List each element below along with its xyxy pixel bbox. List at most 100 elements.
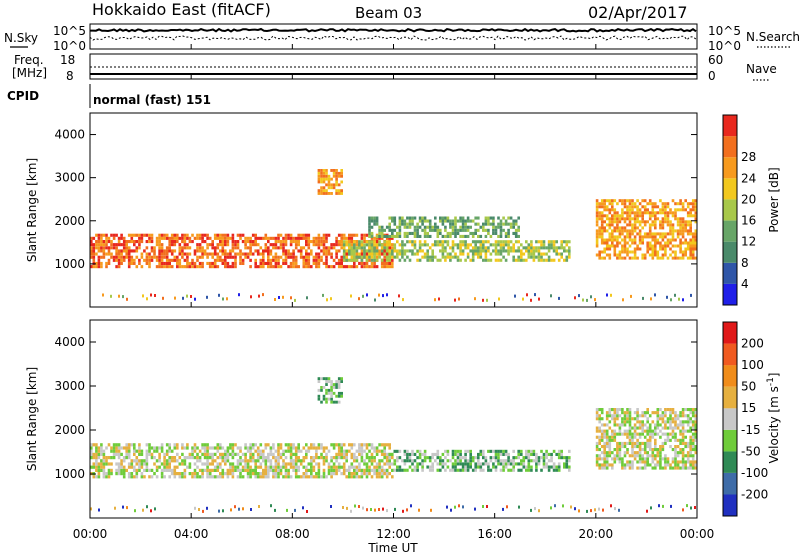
heat-cell xyxy=(284,449,288,453)
heat-cell xyxy=(623,244,627,248)
heat-cell xyxy=(423,231,427,235)
heat-cell xyxy=(391,452,394,456)
heat-cell xyxy=(282,236,285,240)
heat-cell xyxy=(398,243,402,247)
heat-cell xyxy=(107,472,111,476)
heat-cell xyxy=(388,261,391,265)
heat-cell xyxy=(608,454,612,458)
heat-cell xyxy=(638,423,642,427)
heat-cell xyxy=(317,243,321,247)
heat-cell xyxy=(681,435,685,439)
heat-cell xyxy=(498,297,500,301)
heat-cell xyxy=(694,423,698,427)
colorbar-tick-label: 20 xyxy=(741,192,756,206)
heat-cell xyxy=(626,223,629,227)
heat-cell xyxy=(219,446,222,450)
heat-cell xyxy=(348,246,351,250)
heat-cell xyxy=(117,462,121,466)
heat-cell xyxy=(413,252,417,256)
heat-cell xyxy=(110,252,113,256)
heat-cell xyxy=(186,294,188,298)
heat-cell xyxy=(497,234,500,238)
heat-cell xyxy=(694,211,698,215)
heat-cell xyxy=(689,253,692,257)
heat-cell xyxy=(188,452,192,456)
heat-cell xyxy=(183,252,187,256)
heat-cell xyxy=(117,243,121,247)
heat-cell xyxy=(477,459,480,463)
heat-cell xyxy=(216,243,220,247)
heat-cell xyxy=(656,238,660,242)
heat-cell xyxy=(193,472,197,476)
heat-cell xyxy=(107,246,111,250)
heat-cell xyxy=(249,443,252,447)
heat-cell xyxy=(651,232,655,236)
heat-cell xyxy=(487,249,490,253)
heat-cell xyxy=(681,232,685,236)
heat-cell xyxy=(525,258,528,262)
heat-cell xyxy=(148,233,151,237)
heat-cell xyxy=(520,255,523,259)
heat-cell xyxy=(423,216,427,220)
heat-cell xyxy=(340,394,343,398)
heat-cell xyxy=(628,256,632,260)
heat-cell xyxy=(150,240,154,244)
heat-cell xyxy=(120,236,123,240)
heat-cell xyxy=(689,214,692,218)
heat-cell xyxy=(345,468,348,472)
heat-cell xyxy=(428,222,432,226)
heat-cell xyxy=(368,465,371,469)
heat-cell xyxy=(674,457,677,461)
heat-cell xyxy=(299,236,303,240)
heat-cell xyxy=(327,249,331,253)
heat-cell xyxy=(626,247,629,251)
heat-cell xyxy=(514,249,518,253)
heat-cell xyxy=(418,219,422,223)
heat-cell xyxy=(264,243,268,247)
heat-cell xyxy=(600,457,604,461)
nsearch-label: N.Search xyxy=(746,30,800,44)
heat-cell xyxy=(408,219,412,223)
heat-cell xyxy=(621,208,624,212)
heat-cell xyxy=(517,255,520,259)
heat-cell xyxy=(317,189,321,193)
heat-cell xyxy=(302,255,306,259)
heat-cell xyxy=(522,459,526,463)
heat-cell xyxy=(659,256,662,260)
heat-cell xyxy=(317,233,321,237)
heat-cell xyxy=(226,243,230,247)
heat-cell xyxy=(383,265,386,269)
heat-cell xyxy=(489,459,493,463)
heat-cell xyxy=(133,459,136,463)
heat-cell xyxy=(262,255,265,259)
heat-cell xyxy=(353,252,356,256)
heat-cell xyxy=(621,226,624,230)
heat-cell xyxy=(681,414,685,418)
heat-cell xyxy=(679,199,682,203)
heat-cell xyxy=(686,417,690,421)
heat-cell xyxy=(320,475,323,479)
heat-cell xyxy=(105,261,108,265)
heat-cell xyxy=(385,462,389,466)
heat-cell xyxy=(474,456,477,460)
heat-cell xyxy=(340,465,343,469)
heat-cell xyxy=(540,255,543,259)
heat-cell xyxy=(509,225,513,229)
heat-cell xyxy=(603,432,606,436)
heat-cell xyxy=(464,449,467,453)
heat-cell xyxy=(537,255,541,259)
heat-cell xyxy=(540,258,543,262)
heat-cell xyxy=(396,456,399,460)
heat-cell xyxy=(201,265,204,269)
heat-cell xyxy=(337,452,341,456)
heat-cell xyxy=(530,459,533,463)
heat-cell xyxy=(613,429,617,433)
heat-cell xyxy=(327,252,331,256)
heat-cell xyxy=(406,216,409,220)
heat-cell xyxy=(289,465,293,469)
heat-cell xyxy=(631,238,634,242)
heat-cell xyxy=(375,446,379,450)
heat-cell xyxy=(439,258,442,262)
heat-cell xyxy=(256,459,260,463)
heat-cell xyxy=(464,222,467,226)
